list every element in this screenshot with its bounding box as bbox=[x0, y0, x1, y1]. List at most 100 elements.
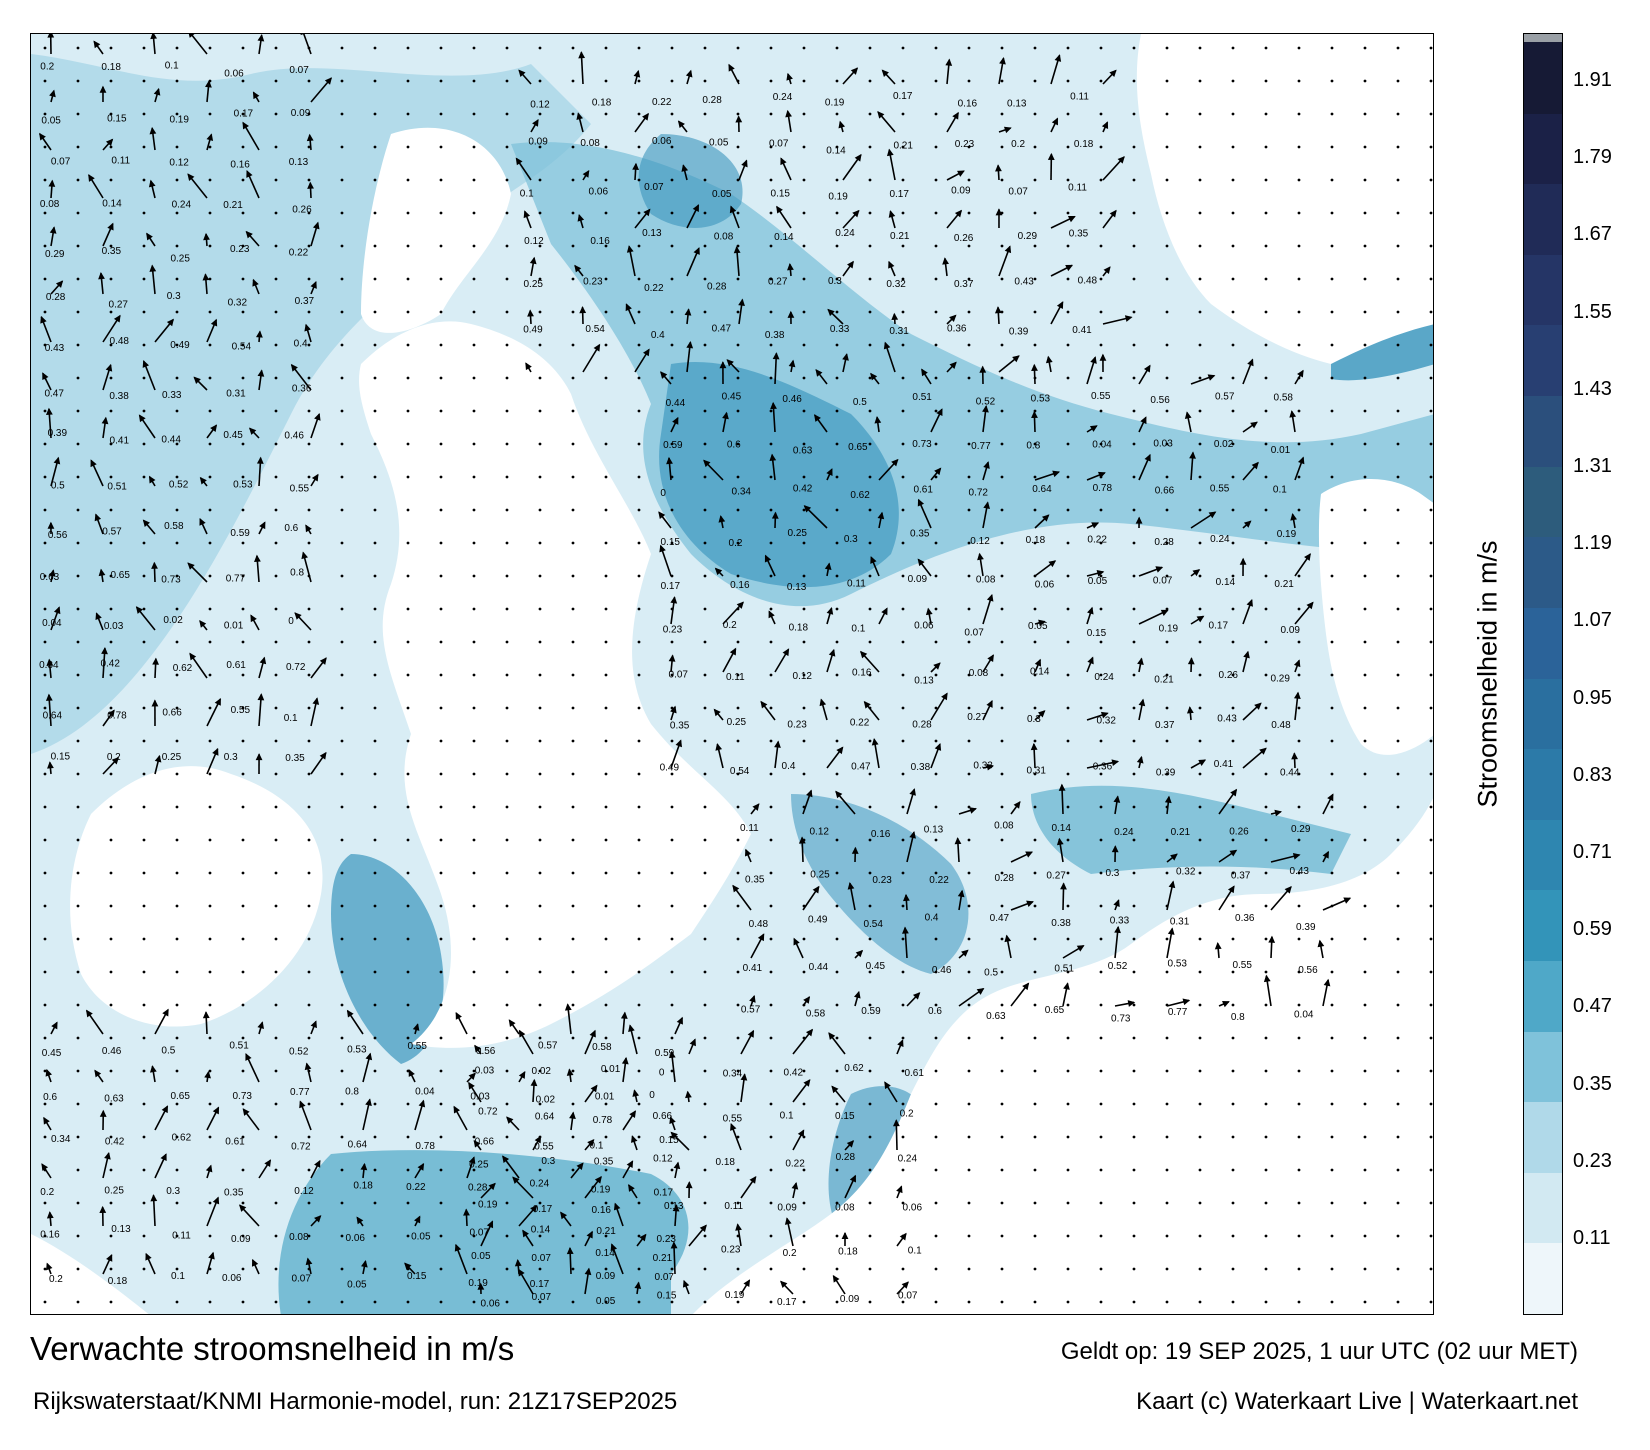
current-arrow-head bbox=[917, 498, 925, 507]
grid-dot bbox=[208, 1102, 212, 1106]
speed-label: 0.18 bbox=[716, 1157, 736, 1168]
speed-label: 0.08 bbox=[835, 1202, 855, 1213]
speed-label: 0.35 bbox=[670, 721, 690, 732]
grid-dot bbox=[571, 1135, 575, 1139]
current-arrow-head bbox=[1031, 410, 1038, 419]
grid-dot bbox=[175, 508, 179, 512]
grid-dot bbox=[241, 1201, 245, 1205]
current-arrow-head bbox=[529, 256, 537, 265]
grid-dot bbox=[340, 376, 344, 380]
grid-dot bbox=[1363, 937, 1367, 941]
current-arrow-head bbox=[1076, 945, 1085, 952]
grid-dot bbox=[769, 112, 773, 116]
grid-dot bbox=[1231, 541, 1235, 545]
current-arrow-head bbox=[1254, 702, 1262, 710]
speed-label: 0.77 bbox=[290, 1087, 310, 1098]
grid-dot bbox=[670, 1300, 674, 1304]
current-arrow-head bbox=[408, 1069, 415, 1077]
speed-label: 0.52 bbox=[169, 480, 189, 491]
speed-label: 0.64 bbox=[535, 1111, 555, 1122]
grid-dot bbox=[637, 277, 641, 281]
grid-dot bbox=[604, 706, 608, 710]
grid-dot bbox=[472, 211, 476, 215]
current-arrow-head bbox=[881, 69, 889, 77]
grid-dot bbox=[373, 574, 377, 578]
grid-dot bbox=[1363, 145, 1367, 149]
grid-dot bbox=[1264, 838, 1268, 842]
grid-dot bbox=[1099, 838, 1103, 842]
current-arrow-head bbox=[1239, 557, 1247, 565]
grid-dot bbox=[769, 1069, 773, 1073]
current-arrow-head bbox=[1004, 245, 1012, 254]
grid-dot bbox=[868, 607, 872, 611]
speed-label: 0.06 bbox=[224, 69, 244, 80]
grid-dot bbox=[1396, 211, 1400, 215]
current-arrow-head bbox=[787, 263, 794, 271]
grid-dot bbox=[1396, 937, 1400, 941]
grid-dot bbox=[43, 706, 47, 710]
current-arrow-head bbox=[1291, 752, 1299, 760]
grid-dot bbox=[967, 343, 971, 347]
current-arrow-head bbox=[1222, 1000, 1230, 1008]
grid-dot bbox=[835, 574, 839, 578]
current-arrow-head bbox=[212, 1106, 220, 1115]
grid-dot bbox=[1066, 1168, 1070, 1172]
grid-dot bbox=[1429, 277, 1433, 281]
speed-label: 0.06 bbox=[589, 186, 609, 197]
speed-label: 0.41 bbox=[1072, 325, 1092, 336]
grid-dot bbox=[1297, 277, 1301, 281]
grid-dot bbox=[1429, 376, 1433, 380]
grid-dot bbox=[43, 1300, 47, 1304]
speed-label: 0.21 bbox=[1274, 579, 1294, 590]
grid-dot bbox=[109, 310, 113, 314]
grid-dot bbox=[1264, 1234, 1268, 1238]
grid-dot bbox=[736, 211, 740, 215]
grid-dot bbox=[439, 970, 443, 974]
grid-dot bbox=[505, 574, 509, 578]
current-arrow-head bbox=[518, 1268, 525, 1277]
grid-dot bbox=[340, 277, 344, 281]
grid-dot bbox=[274, 739, 278, 743]
current-arrow-head bbox=[527, 309, 534, 317]
current-arrow-head bbox=[566, 1246, 574, 1255]
grid-dot bbox=[934, 1267, 938, 1271]
grid-dot bbox=[769, 1300, 773, 1304]
grid-dot bbox=[505, 376, 509, 380]
grid-dot bbox=[373, 805, 377, 809]
grid-dot bbox=[1396, 871, 1400, 875]
grid-dot bbox=[208, 1069, 212, 1073]
speed-label: 0.21 bbox=[1171, 827, 1191, 838]
grid-dot bbox=[604, 970, 608, 974]
speed-label: 0.2 bbox=[783, 1248, 797, 1259]
speed-label: 0.56 bbox=[48, 530, 68, 541]
current-arrow-head bbox=[736, 601, 744, 609]
current-arrow-head bbox=[579, 306, 587, 314]
grid-dot bbox=[736, 145, 740, 149]
speed-label: 0.48 bbox=[749, 919, 769, 930]
grid-dot bbox=[175, 640, 179, 644]
grid-dot bbox=[538, 79, 542, 83]
grid-dot bbox=[1000, 607, 1004, 611]
speed-label: 0.09 bbox=[528, 137, 548, 148]
grid-dot bbox=[439, 1102, 443, 1106]
grid-dot bbox=[1429, 640, 1433, 644]
grid-dot bbox=[1165, 376, 1169, 380]
current-arrow-head bbox=[53, 606, 61, 615]
grid-dot bbox=[1000, 178, 1004, 182]
speed-label: 0.62 bbox=[172, 1132, 192, 1143]
grid-dot bbox=[1396, 1003, 1400, 1007]
grid-dot bbox=[1033, 970, 1037, 974]
grid-dot bbox=[604, 574, 608, 578]
grid-dot bbox=[373, 706, 377, 710]
grid-dot bbox=[1165, 244, 1169, 248]
current-arrow-head bbox=[41, 1163, 49, 1171]
current-arrow-head bbox=[632, 162, 640, 170]
grid-dot bbox=[802, 79, 806, 83]
grid-dot bbox=[1231, 409, 1235, 413]
grid-dot bbox=[835, 673, 839, 677]
grid-dot bbox=[1330, 475, 1334, 479]
grid-dot bbox=[1363, 1135, 1367, 1139]
speed-label: 0.07 bbox=[898, 1290, 918, 1301]
current-arrow-head bbox=[584, 1267, 592, 1276]
grid-dot bbox=[505, 211, 509, 215]
